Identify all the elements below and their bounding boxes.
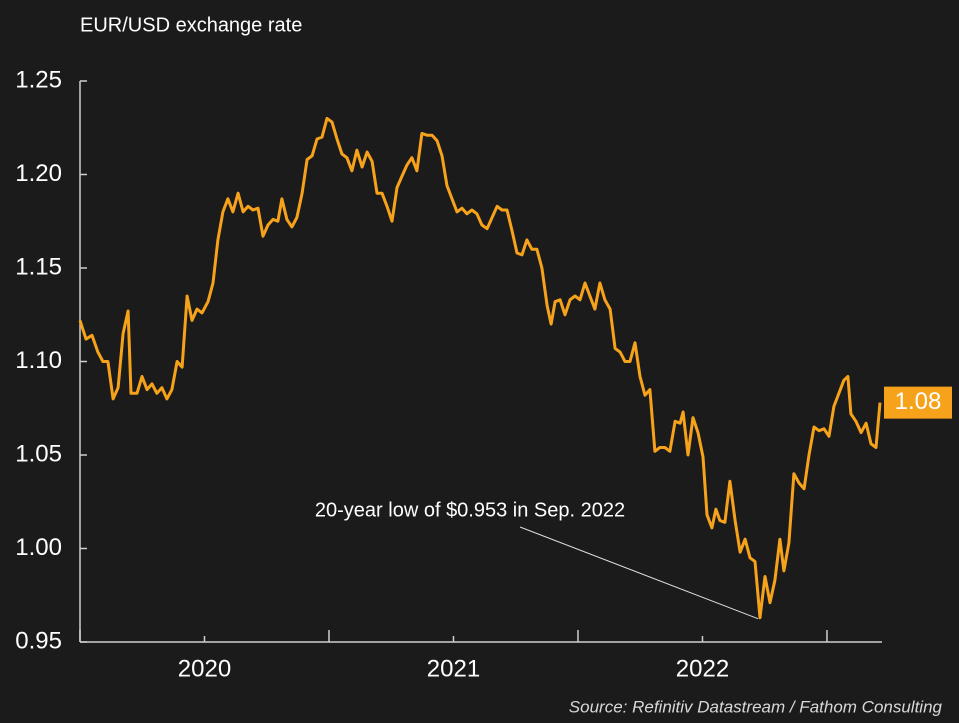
y-tick-label: 1.15 — [15, 253, 62, 280]
source: Source: Refinitiv Datastream / Fathom Co… — [569, 697, 943, 716]
chart-title: EUR/USD exchange rate — [80, 14, 302, 36]
x-tick-label: 2021 — [427, 655, 480, 682]
y-tick-label: 1.05 — [15, 440, 62, 467]
y-tick-label: 1.10 — [15, 347, 62, 374]
end-label: 1.08 — [895, 388, 942, 415]
annotation: 20-year low of $0.953 in Sep. 2022 — [315, 499, 625, 521]
annotation-leader — [519, 526, 759, 620]
x-tick-label: 2022 — [676, 655, 729, 682]
x-tick-label: 2020 — [178, 655, 231, 682]
end-label-box — [884, 386, 952, 419]
line — [78, 116, 882, 620]
y-tick-label: 1.20 — [15, 160, 62, 187]
y-tick-label: 1.25 — [15, 66, 62, 93]
y-tick-label: 0.95 — [15, 627, 62, 654]
y-tick-label: 1.00 — [15, 534, 62, 561]
